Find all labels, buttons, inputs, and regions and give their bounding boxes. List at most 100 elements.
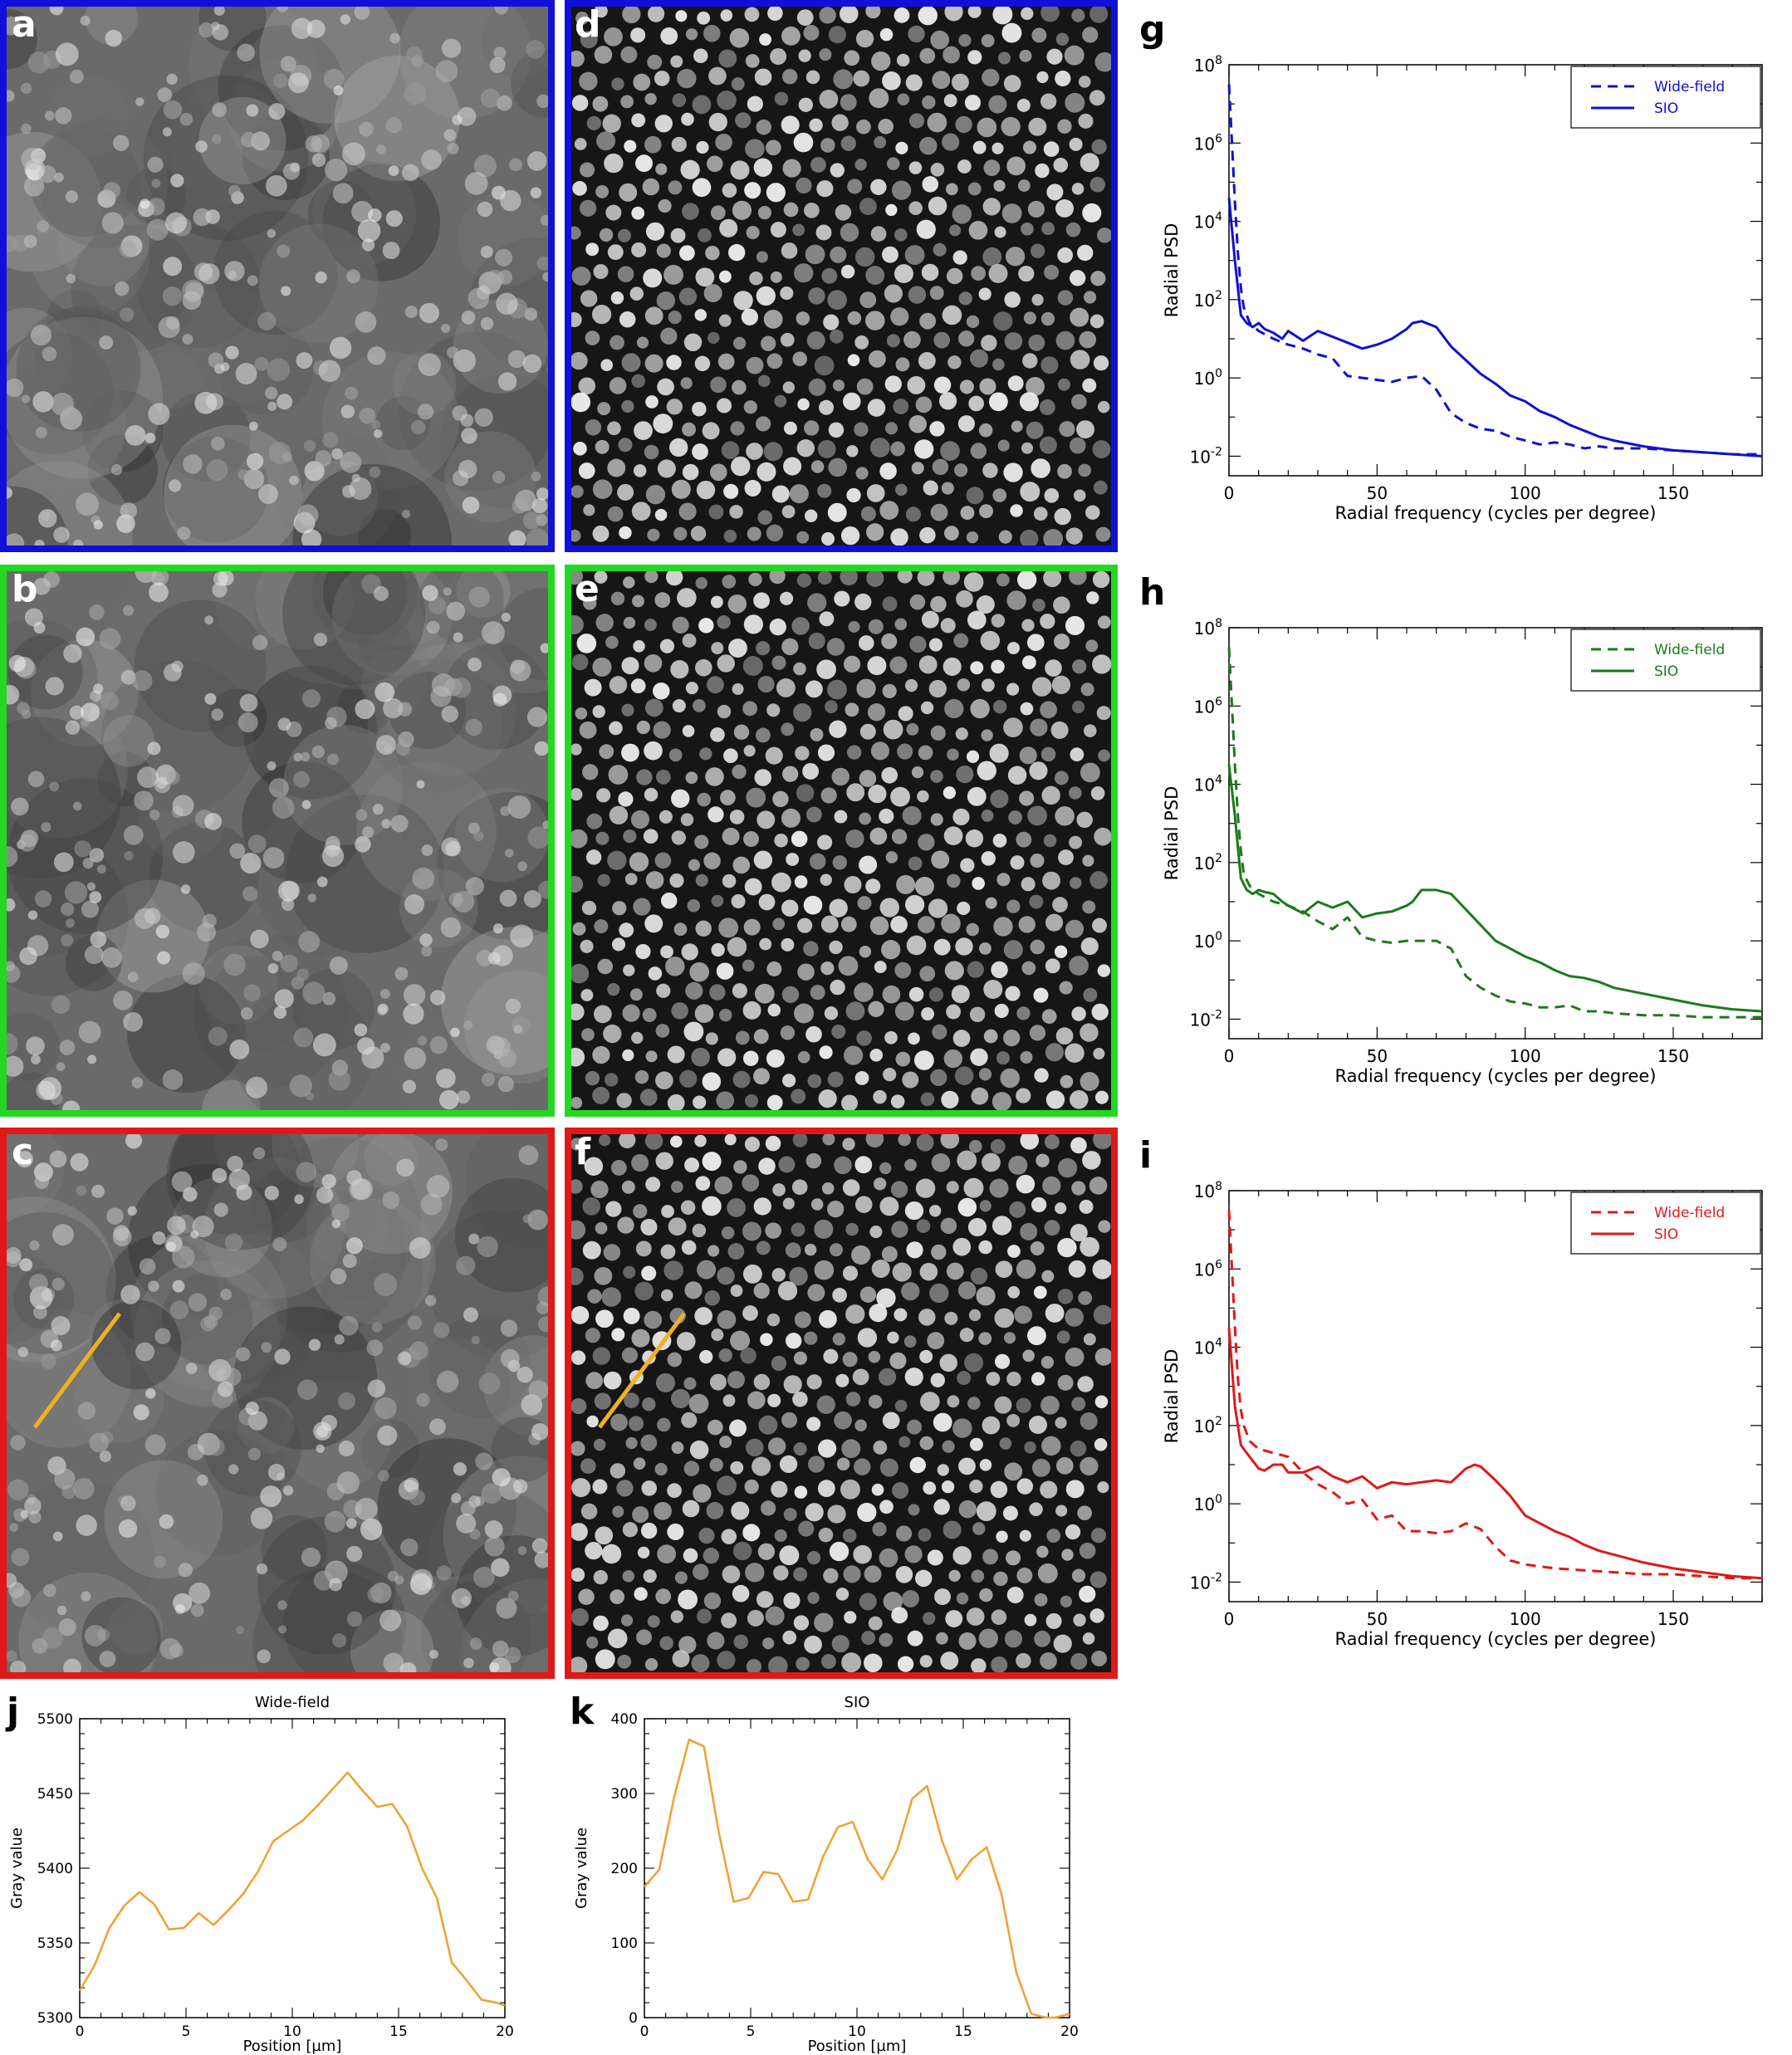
- x-axis-label: Position [µm]: [243, 2038, 342, 2055]
- x-tick-label: 0: [1224, 1046, 1235, 1066]
- panel-label-h: h: [1139, 571, 1166, 614]
- legend-box: [1570, 1191, 1761, 1255]
- y-tick-label: 5350: [37, 1935, 73, 1952]
- x-tick-label: 100: [1510, 1609, 1541, 1629]
- plot-frame: [1228, 627, 1763, 1040]
- microscopy-image-a: [7, 7, 548, 546]
- image-panel-e: [565, 565, 1118, 1117]
- y-axis-label: Gray value: [573, 1827, 590, 1909]
- microscopy-image-b: [7, 571, 548, 1110]
- y-tick-label: 106: [1194, 1258, 1222, 1279]
- x-tick-label: 150: [1657, 483, 1689, 503]
- panel-label-f: f: [575, 1131, 591, 1173]
- x-tick-label: 50: [1367, 1609, 1388, 1629]
- plot-frame: [1228, 1190, 1763, 1602]
- x-tick-label: 20: [1060, 2023, 1079, 2040]
- y-tick-label: 108: [1194, 617, 1222, 639]
- chart-title: SIO: [845, 1694, 870, 1711]
- panel-label-k: k: [570, 1690, 595, 1733]
- microscopy-image-e: [571, 571, 1111, 1110]
- y-tick-label: 400: [611, 1711, 638, 1728]
- y-tick-label: 200: [611, 1861, 638, 1877]
- series-wide-field: [1227, 84, 1762, 456]
- legend-label: SIO: [1654, 100, 1678, 117]
- y-tick-label: 106: [1194, 132, 1222, 154]
- x-tick-label: 150: [1657, 1046, 1689, 1066]
- x-axis-label: Radial frequency (cycles per degree): [1335, 503, 1657, 523]
- series-sio: [1227, 198, 1763, 457]
- x-tick-label: 10: [848, 2023, 866, 2040]
- microscopy-image-f: [571, 1134, 1111, 1672]
- y-tick-label: 100: [1194, 930, 1222, 952]
- y-tick-label: 104: [1194, 1337, 1222, 1358]
- image-panel-f: [565, 1128, 1118, 1679]
- microscopy-image-d: [571, 7, 1111, 546]
- panel-label-e: e: [575, 568, 600, 610]
- x-tick-label: 15: [389, 2023, 408, 2040]
- panel-label-b: b: [12, 568, 38, 610]
- y-tick-label: 10-2: [1190, 1008, 1222, 1030]
- profile-chart-k: SIO 0 5 10 15 20 0 100 200 300 400 Position [µm] Gra…: [565, 1686, 1096, 2055]
- profile-series: [78, 1771, 506, 2007]
- x-tick-label: 5: [747, 2023, 756, 2040]
- x-axis-label: Radial frequency (cycles per degree): [1335, 1066, 1657, 1086]
- legend-label: Wide-field: [1654, 642, 1725, 658]
- panel-label-g: g: [1139, 8, 1166, 51]
- x-axis-label: Position [µm]: [808, 2038, 907, 2055]
- psd-chart-h: 0 50 100 150 10-2 100 102 104 106 108 Radial frequ…: [1146, 596, 1792, 1094]
- series-sio: [1227, 764, 1763, 1013]
- psd-chart-g: 0 50 100 150 10-2 100 102 104 106 108 Radial frequ…: [1146, 33, 1792, 531]
- x-tick-label: 0: [76, 2023, 85, 2040]
- legend-box: [1570, 629, 1761, 692]
- legend-label: SIO: [1654, 1226, 1678, 1243]
- series-wide-field: [1227, 647, 1762, 1019]
- x-tick-label: 100: [1510, 483, 1541, 503]
- x-tick-label: 10: [283, 2023, 301, 2040]
- y-tick-label: 300: [611, 1786, 638, 1803]
- plot-frame: [79, 1718, 506, 2018]
- y-axis-label: Radial PSD: [1162, 1349, 1182, 1444]
- profile-chart-j: Wide-field 0 5 10 15 20 5300 5350 5400 5450 5500 Po…: [0, 1686, 531, 2055]
- y-tick-label: 108: [1194, 54, 1222, 76]
- x-axis-label: Radial frequency (cycles per degree): [1335, 1629, 1657, 1649]
- y-tick-label: 5450: [37, 1786, 73, 1803]
- y-tick-label: 100: [1194, 367, 1222, 389]
- y-tick-label: 5500: [37, 1711, 73, 1728]
- panel-label-i: i: [1139, 1134, 1153, 1177]
- x-tick-label: 5: [182, 2023, 191, 2040]
- x-tick-label: 0: [640, 2023, 649, 2040]
- x-tick-label: 100: [1510, 1046, 1541, 1066]
- legend-label: Wide-field: [1654, 79, 1725, 95]
- y-tick-label: 102: [1194, 852, 1222, 873]
- x-tick-label: 20: [496, 2023, 514, 2040]
- series-sio: [1227, 1327, 1763, 1580]
- y-tick-label: 102: [1194, 1415, 1222, 1436]
- microscopy-image-c: [7, 1134, 548, 1672]
- y-tick-label: 102: [1194, 289, 1222, 311]
- panel-label-a: a: [12, 3, 37, 46]
- image-panel-d: [565, 0, 1118, 552]
- x-tick-label: 150: [1657, 1609, 1689, 1629]
- y-axis-label: Gray value: [8, 1827, 26, 1909]
- profile-line-f: [597, 1312, 687, 1429]
- y-tick-label: 100: [611, 1935, 638, 1952]
- panel-label-c: c: [12, 1131, 34, 1173]
- image-panel-c: [0, 1128, 555, 1679]
- y-tick-label: 100: [1194, 1493, 1222, 1514]
- y-tick-label: 5400: [37, 1861, 73, 1877]
- x-tick-label: 15: [954, 2023, 972, 2040]
- x-tick-label: 50: [1367, 1046, 1388, 1066]
- panel-label-j: j: [7, 1690, 20, 1733]
- legend-box: [1570, 66, 1761, 129]
- plot-frame: [644, 1718, 1070, 2018]
- y-tick-label: 104: [1194, 774, 1222, 795]
- y-tick-label: 10-2: [1190, 1571, 1222, 1593]
- profile-line-c: [32, 1312, 122, 1429]
- panel-label-d: d: [575, 3, 601, 46]
- y-tick-label: 104: [1194, 211, 1222, 232]
- x-tick-label: 50: [1367, 483, 1388, 503]
- chart-title: Wide-field: [255, 1694, 330, 1711]
- series-wide-field: [1227, 1210, 1762, 1580]
- y-axis-label: Radial PSD: [1162, 786, 1182, 881]
- psd-chart-i: 0 50 100 150 10-2 100 102 104 106 108 Radial frequ…: [1146, 1159, 1792, 1657]
